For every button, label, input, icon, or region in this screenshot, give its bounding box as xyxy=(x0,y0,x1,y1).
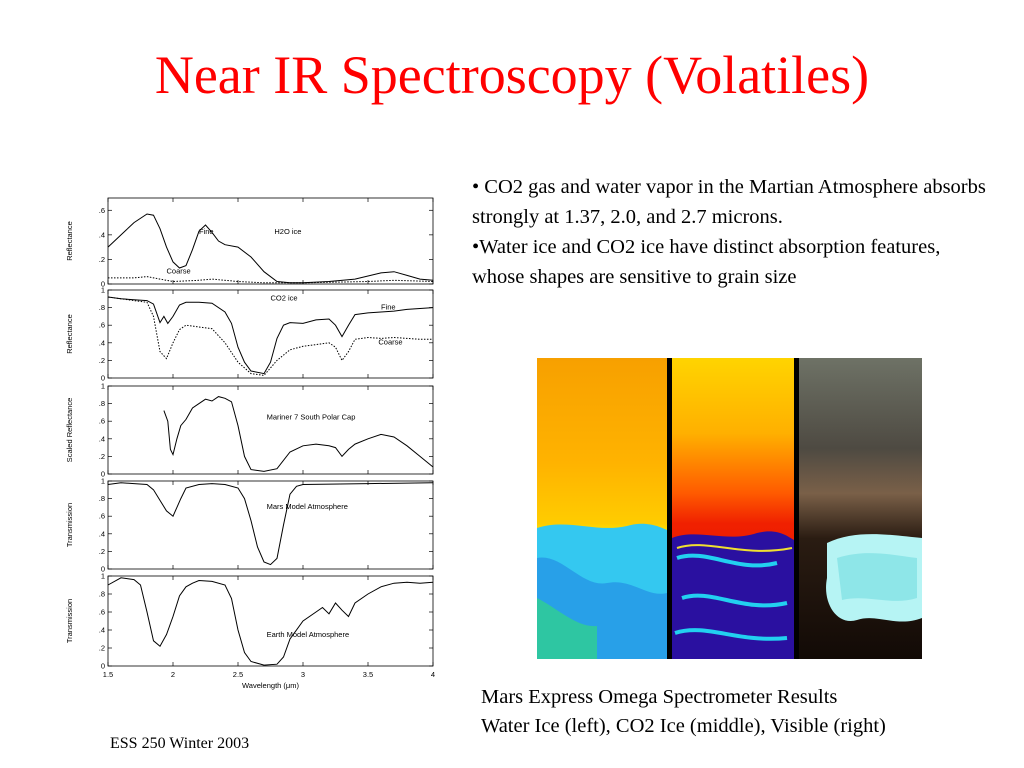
panel-1-ytick-label: .2 xyxy=(99,255,105,264)
bullet-list: • CO2 gas and water vapor in the Martian… xyxy=(472,172,992,292)
co2-ice-edge xyxy=(676,544,793,552)
panel-4-ylabel: Transmission xyxy=(65,503,74,547)
panel-2-frame xyxy=(107,289,434,379)
panel-5-ylabel: Transmission xyxy=(65,599,74,643)
panel-2-ytick-label: .8 xyxy=(99,303,105,312)
panel-2-ytick-label: .2 xyxy=(99,356,105,365)
co2-ice-contour xyxy=(674,553,788,641)
slide-title: Near IR Spectroscopy (Volatiles) xyxy=(154,45,870,105)
panel-5-frame xyxy=(107,575,434,667)
panel-5-ytick-label: .8 xyxy=(99,590,105,599)
image-divider-right xyxy=(794,358,799,659)
panel-5-ytick-label: 0 xyxy=(101,662,105,671)
series-line-fine xyxy=(107,296,434,375)
panel-1-annotation: Fine xyxy=(199,227,214,236)
panel-3-ytick-label: .8 xyxy=(99,399,105,408)
water-ice-green-band xyxy=(537,598,597,659)
panel-3-annotation: Mariner 7 South Polar Cap xyxy=(267,412,356,421)
x-tick-label: 3 xyxy=(301,670,305,679)
panel-4-ytick-label: .6 xyxy=(99,512,105,521)
spectra-chart: 0 .2 .4 .6 Reflectance Fine H2O ice Coarse 0 .2 .4… xyxy=(65,197,435,690)
panel-4-ytick-label: 0 xyxy=(101,565,105,574)
series-line-mars-model-atmosphere xyxy=(107,482,434,566)
panel-1-ytick-label: .6 xyxy=(99,206,105,215)
panel-1-annotation: H2O ice xyxy=(274,227,301,236)
panel-5-ytick-label: 1 xyxy=(101,572,105,581)
panel-3-frame xyxy=(107,385,434,475)
panel-4-ytick-label: .4 xyxy=(99,529,105,538)
panel-3-ytick-label: .6 xyxy=(99,417,105,426)
panel-2-ytick-label: .4 xyxy=(99,338,105,347)
panel-1-ytick-label: .4 xyxy=(99,230,105,239)
omega-spectrometer-image xyxy=(537,358,922,659)
panel-3-ylabel: Scaled Reflectance xyxy=(65,398,74,463)
caption-line-2: Water Ice (left), CO2 Ice (middle), Visi… xyxy=(481,715,886,737)
panel-1-ylabel: Reflectance xyxy=(65,221,74,261)
x-tick-label: 4 xyxy=(431,670,435,679)
panel-5-annotation: Earth Model Atmosphere xyxy=(267,630,350,639)
panel-2-ytick-label: .6 xyxy=(99,321,105,330)
x-tick-label: 3.5 xyxy=(363,670,373,679)
bullet-co2-water-vapor: • CO2 gas and water vapor in the Martian… xyxy=(472,176,986,228)
panel-4-ytick-label: .2 xyxy=(99,547,105,556)
panel-1-annotation: Coarse xyxy=(167,267,191,276)
panel-2-ytick-label: 1 xyxy=(101,286,105,295)
x-tick-label: 1.5 xyxy=(103,670,113,679)
footer-course: ESS 250 Winter 2003 xyxy=(110,735,250,752)
panel-2-annotation: Coarse xyxy=(378,338,402,347)
x-axis-label: Wavelength (μm) xyxy=(242,681,299,690)
panel-2-annotation: Fine xyxy=(381,302,396,311)
caption-line-1: Mars Express Omega Spectrometer Results xyxy=(481,686,838,708)
panel-4-frame xyxy=(107,480,434,570)
panel-1-ytick-label: 0 xyxy=(101,280,105,289)
panel-5-ytick-label: .2 xyxy=(99,644,105,653)
series-line-earth-model-atmosphere xyxy=(107,577,434,666)
panel-5-ytick-label: .6 xyxy=(99,608,105,617)
panel-3-ytick-label: 0 xyxy=(101,470,105,479)
visible-ice-cap-shade xyxy=(837,553,917,601)
panel-5-ytick-label: .4 xyxy=(99,626,105,635)
series-line-mariner-7-south-polar-cap xyxy=(163,396,434,472)
panel-2-annotation: CO2 ice xyxy=(271,294,298,303)
panel-4-ytick-label: .8 xyxy=(99,494,105,503)
panel-2-ytick-label: 0 xyxy=(101,374,105,383)
series-line-coarse xyxy=(108,276,434,284)
panel-3-ytick-label: 1 xyxy=(101,382,105,391)
x-tick-label: 2.5 xyxy=(233,670,243,679)
panel-3-ytick-label: .4 xyxy=(99,434,105,443)
series-line-fine xyxy=(107,213,434,284)
series-line-coarse xyxy=(107,296,433,376)
panel-3-ytick-label: .2 xyxy=(99,452,105,461)
panel-2-ylabel: Reflectance xyxy=(65,314,74,354)
image-caption: Mars Express Omega Spectrometer Results … xyxy=(481,683,886,741)
bullet-ice-absorption: •Water ice and CO2 ice have distinct abs… xyxy=(472,236,941,288)
panel-1-frame xyxy=(107,197,434,285)
panel-4-annotation: Mars Model Atmosphere xyxy=(267,502,348,511)
panel-4-ytick-label: 1 xyxy=(101,477,105,486)
image-divider-left xyxy=(667,358,672,659)
x-tick-label: 2 xyxy=(171,670,175,679)
